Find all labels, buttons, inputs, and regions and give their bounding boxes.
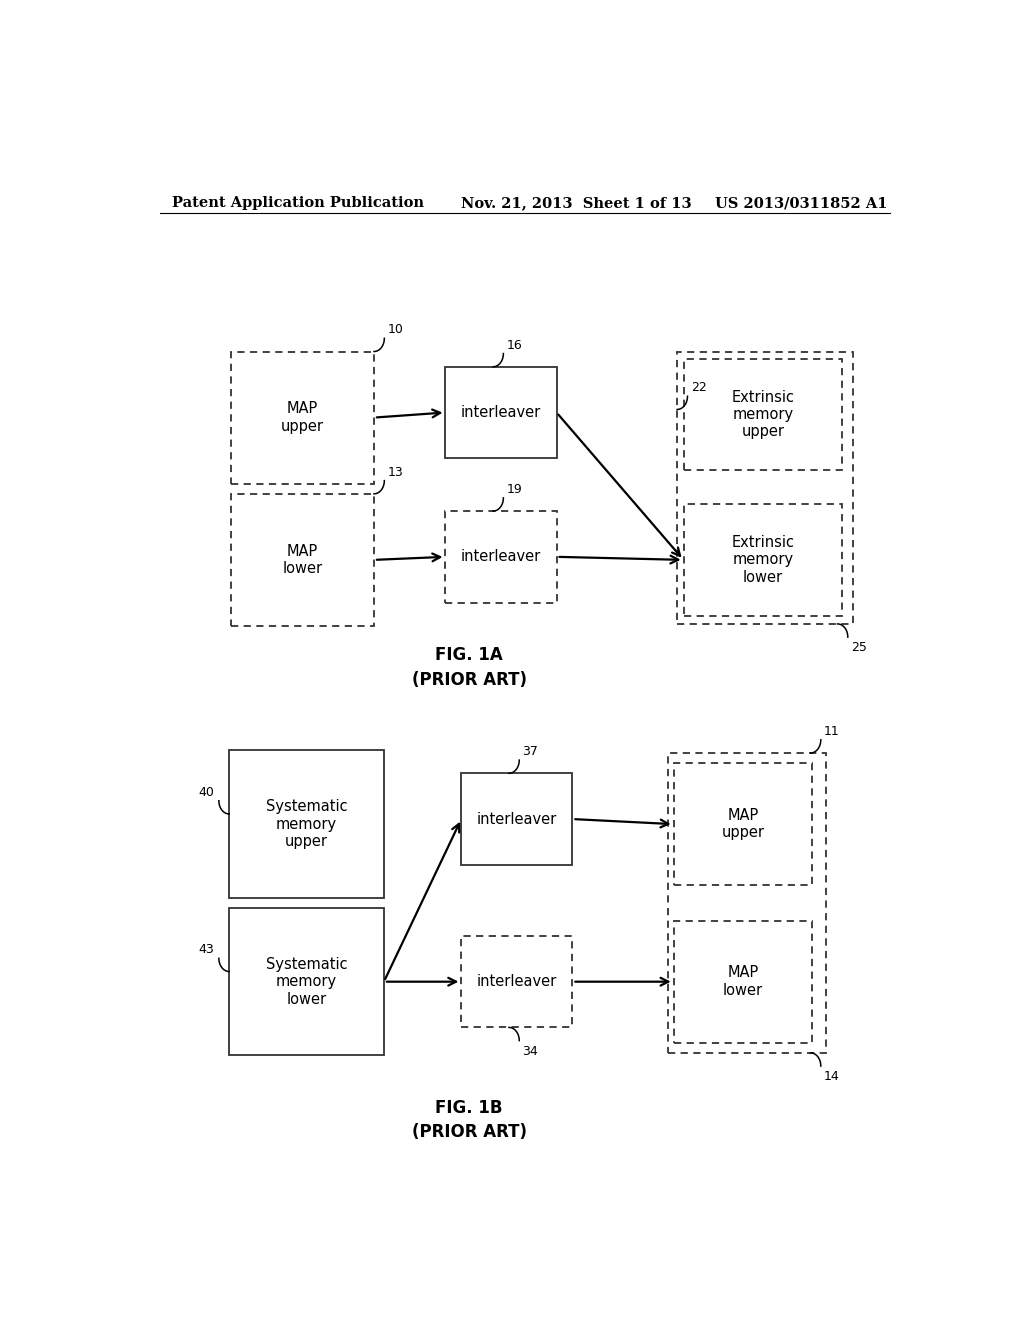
Text: MAP
lower: MAP lower [723,965,763,998]
FancyBboxPatch shape [229,751,384,898]
Text: Nov. 21, 2013  Sheet 1 of 13: Nov. 21, 2013 Sheet 1 of 13 [461,195,692,210]
Text: 13: 13 [387,466,403,479]
Text: FIG. 1B: FIG. 1B [435,1098,503,1117]
Text: FIG. 1A: FIG. 1A [435,647,503,664]
FancyBboxPatch shape [684,504,843,616]
FancyBboxPatch shape [229,908,384,1056]
Text: 11: 11 [824,725,840,738]
Text: 10: 10 [387,323,403,337]
Text: Systematic
memory
lower: Systematic memory lower [266,957,347,1007]
FancyBboxPatch shape [674,763,812,886]
Text: Patent Application Publication: Patent Application Publication [172,195,424,210]
Text: US 2013/0311852 A1: US 2013/0311852 A1 [715,195,888,210]
Text: 40: 40 [199,785,214,799]
Text: 25: 25 [851,642,867,655]
Text: 14: 14 [824,1071,840,1084]
Text: (PRIOR ART): (PRIOR ART) [412,671,526,689]
FancyBboxPatch shape [677,351,853,624]
FancyBboxPatch shape [461,774,572,865]
FancyBboxPatch shape [668,752,826,1053]
Text: MAP
lower: MAP lower [283,544,323,576]
FancyBboxPatch shape [674,921,812,1043]
Text: 19: 19 [507,483,522,496]
Text: 43: 43 [199,944,214,956]
Text: Systematic
memory
upper: Systematic memory upper [266,799,347,849]
FancyBboxPatch shape [231,494,374,626]
Text: MAP
upper: MAP upper [722,808,765,841]
FancyBboxPatch shape [231,351,374,483]
FancyBboxPatch shape [445,367,557,458]
Text: MAP
upper: MAP upper [282,401,324,434]
Text: 22: 22 [690,381,707,395]
FancyBboxPatch shape [445,511,557,602]
Text: interleaver: interleaver [461,405,541,420]
Text: interleaver: interleaver [461,549,541,565]
Text: 37: 37 [522,744,539,758]
Text: 34: 34 [522,1044,539,1057]
FancyBboxPatch shape [684,359,843,470]
Text: interleaver: interleaver [477,974,557,989]
Text: Extrinsic
memory
lower: Extrinsic memory lower [731,535,795,585]
Text: Extrinsic
memory
upper: Extrinsic memory upper [731,389,795,440]
Text: (PRIOR ART): (PRIOR ART) [412,1123,526,1140]
Text: interleaver: interleaver [477,812,557,826]
Text: 16: 16 [507,338,522,351]
FancyBboxPatch shape [461,936,572,1027]
